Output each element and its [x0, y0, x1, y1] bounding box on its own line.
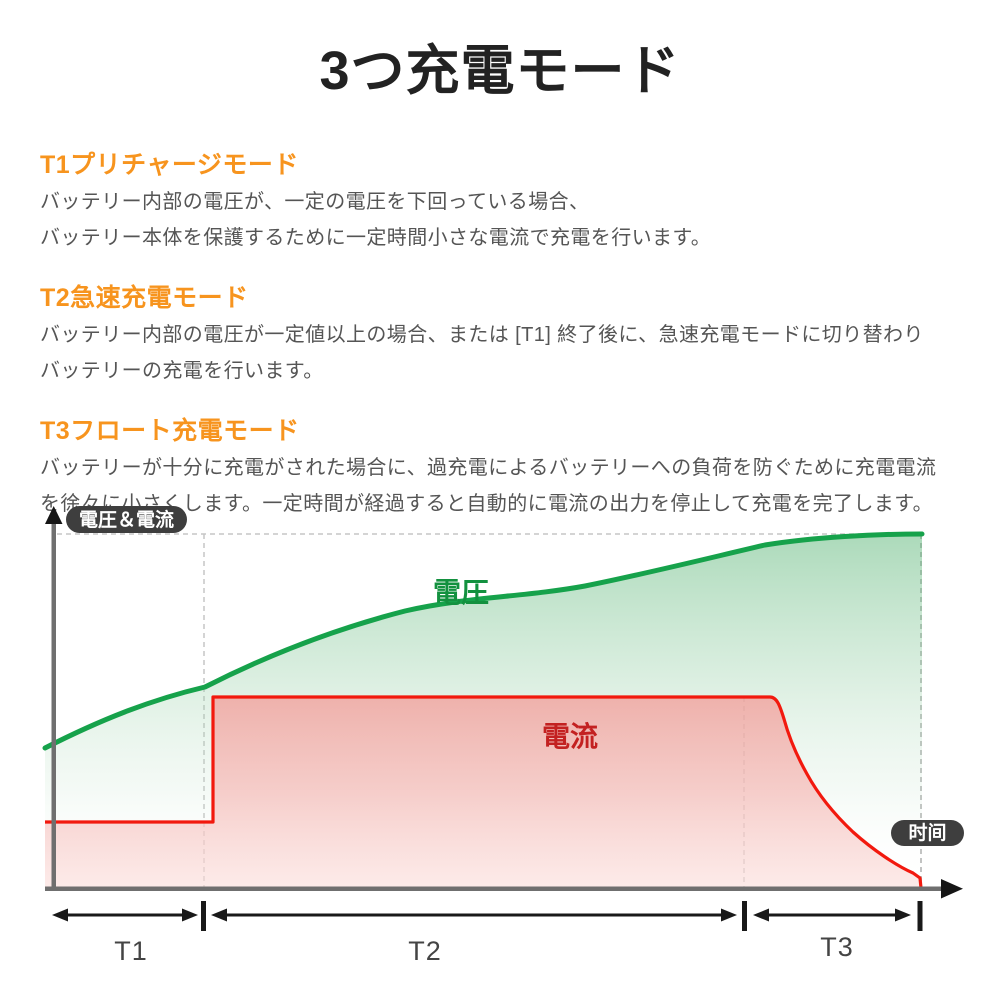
y-axis-label: 電圧＆電流 — [79, 508, 174, 531]
mode-section-t3: T3フロート充電モード バッテリーが十分に充電がされた場合に、過充電によるバッテ… — [40, 411, 960, 519]
phase-label-t2: T2 — [408, 936, 442, 966]
mode-t3-heading: T3フロート充電モード — [40, 417, 300, 445]
phase-label-t1: T1 — [114, 936, 148, 966]
mode-t1-heading: T1プリチャージモード — [40, 151, 299, 179]
t2-end-tick — [742, 901, 747, 931]
charging-chart: 電圧＆電流 时间 電圧 電流 — [0, 500, 1000, 1000]
x-axis-label: 时间 — [908, 822, 946, 844]
mode-section-t2: T2急速充電モード バッテリー内部の電圧が一定値以上の場合、または [T1] 終… — [40, 278, 960, 386]
mode-t3-text-line1: バッテリーが十分に充電がされた場合に、過充電によるバッテリーへの負荷を防ぐために… — [40, 457, 937, 479]
page-title: 3つ充電モード — [319, 41, 681, 101]
mode-descriptions: T1プリチャージモード バッテリー内部の電圧が、一定の電圧を下回っている場合、 … — [40, 145, 960, 519]
y-axis-line — [51, 521, 56, 890]
y-axis-arrow-icon — [45, 506, 63, 524]
x-axis-line — [45, 886, 942, 891]
t1-arrow-right-icon — [182, 908, 198, 922]
charging-chart-svg: 電圧＆電流 时间 電圧 電流 — [42, 506, 964, 966]
mode-t2-text-line1: バッテリー内部の電圧が一定値以上の場合、または [T1] 終了後に、急速充電モー… — [40, 324, 924, 346]
t2-arrow-right-icon — [721, 908, 737, 922]
mode-t2-heading: T2急速充電モード — [40, 284, 249, 312]
t3-arrow-left-icon — [753, 908, 769, 922]
axes — [45, 506, 963, 899]
mode-t1-text-line1: バッテリー内部の電圧が、一定の電圧を下回っている場合、 — [40, 191, 590, 213]
t1-arrow-left-icon — [52, 908, 68, 922]
y-axis-label-pill: 電圧＆電流 — [66, 506, 187, 533]
mode-t1-text-line2: バッテリー本体を保護するために一定時間小さな電流で充電を行います。 — [40, 227, 712, 249]
current-area — [45, 697, 921, 888]
current-curve — [45, 695, 923, 889]
phase-label-t3: T3 — [820, 932, 854, 962]
x-axis-label-pill: 时间 — [891, 820, 964, 846]
voltage-curve — [42, 531, 925, 751]
t2-arrow-left-icon — [211, 908, 227, 922]
t3-arrow-right-icon — [895, 908, 911, 922]
mode-t3-text-line2: を徐々に小さくします。一定時間が経過すると自動的に電流の出力を停止して充電を完了… — [40, 493, 933, 515]
t1-end-tick — [201, 901, 206, 931]
t3-end-tick — [917, 901, 923, 931]
mode-section-t1: T1プリチャージモード バッテリー内部の電圧が、一定の電圧を下回っている場合、 … — [40, 145, 960, 253]
x-axis-arrow-icon — [941, 879, 963, 899]
voltage-curve-label: 電圧 — [433, 577, 489, 608]
current-curve-label: 電流 — [542, 721, 598, 752]
y-axis-pill-bg — [66, 506, 187, 533]
phase-measure-arrows — [52, 901, 923, 931]
x-axis-pill-bg — [891, 820, 964, 846]
mode-t2-text-line2: バッテリーの充電を行います。 — [40, 360, 324, 382]
